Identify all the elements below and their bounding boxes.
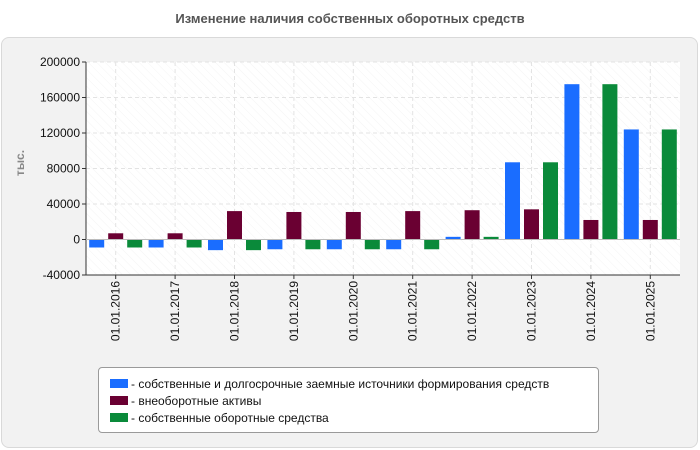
bar-series-0 xyxy=(505,162,520,240)
bar-series-0 xyxy=(564,84,580,240)
bar-series-0 xyxy=(326,239,342,250)
x-tick-label: 01.01.2020 xyxy=(346,281,360,341)
bar-series-0 xyxy=(623,129,639,240)
legend-label: - внеоборотные активы xyxy=(131,393,262,408)
x-tick-label: 01.01.2016 xyxy=(109,281,123,341)
bar-series-2 xyxy=(602,84,618,240)
x-tick-label: 01.01.2024 xyxy=(584,281,598,341)
y-tick-label: 120000 xyxy=(40,126,80,140)
x-tick-label: 01.01.2019 xyxy=(287,281,301,341)
legend-label: - собственные оборотные средства xyxy=(131,410,329,425)
legend-item: - собственные и долгосрочные заемные ист… xyxy=(110,375,598,392)
legend-item: - внеоборотные активы xyxy=(110,392,598,409)
legend-item: - собственные оборотные средства xyxy=(110,409,598,426)
x-tick-label: 01.01.2018 xyxy=(228,281,242,341)
y-axis-label: тыс. xyxy=(13,150,27,176)
x-tick-label: 01.01.2025 xyxy=(643,281,657,341)
bar-series-2 xyxy=(543,162,558,240)
y-tick-label: 40000 xyxy=(47,197,81,211)
bar-series-1 xyxy=(108,233,124,240)
bar-series-0 xyxy=(445,236,461,240)
bar-series-2 xyxy=(483,236,499,240)
x-tick-label: 01.01.2022 xyxy=(465,281,479,341)
bar-series-1 xyxy=(583,219,599,240)
bar-series-1 xyxy=(345,211,361,240)
bar-series-2 xyxy=(661,129,677,240)
bar-series-1 xyxy=(227,211,242,240)
bar-series-2 xyxy=(364,239,380,250)
legend-swatch-own-sources xyxy=(110,379,128,388)
bar-series-1 xyxy=(286,211,302,240)
chart-title: Изменение наличия собственных оборотных … xyxy=(175,11,525,26)
y-tick-label: 160000 xyxy=(40,91,80,105)
bar-series-1 xyxy=(524,209,539,240)
x-tick-label: 01.01.2017 xyxy=(168,281,182,341)
bar-series-1 xyxy=(167,233,183,240)
bar-series-0 xyxy=(89,239,105,248)
y-tick-label: 80000 xyxy=(47,162,81,176)
y-tick-label: 200000 xyxy=(40,55,80,69)
bar-series-2 xyxy=(424,239,440,250)
bar-series-1 xyxy=(405,211,421,240)
bar-series-2 xyxy=(127,239,143,248)
bar-series-0 xyxy=(267,239,283,250)
bar-series-0 xyxy=(148,239,164,248)
y-tick-label: -40000 xyxy=(43,268,81,282)
bar-series-2 xyxy=(246,239,261,251)
legend-swatch-working-capital xyxy=(110,413,128,422)
x-tick-label: 01.01.2021 xyxy=(406,281,420,341)
legend-swatch-non-current-assets xyxy=(110,396,128,405)
legend: - собственные и долгосрочные заемные ист… xyxy=(98,367,599,433)
bar-series-2 xyxy=(305,239,321,250)
bar-series-1 xyxy=(642,219,658,240)
x-tick-label: 01.01.2023 xyxy=(525,281,539,341)
bar-series-0 xyxy=(208,239,223,251)
y-tick-label: 0 xyxy=(73,233,80,247)
bar-series-1 xyxy=(464,210,480,240)
bar-series-0 xyxy=(386,239,402,250)
bar-series-2 xyxy=(186,239,202,248)
legend-label: - собственные и долгосрочные заемные ист… xyxy=(131,376,550,391)
